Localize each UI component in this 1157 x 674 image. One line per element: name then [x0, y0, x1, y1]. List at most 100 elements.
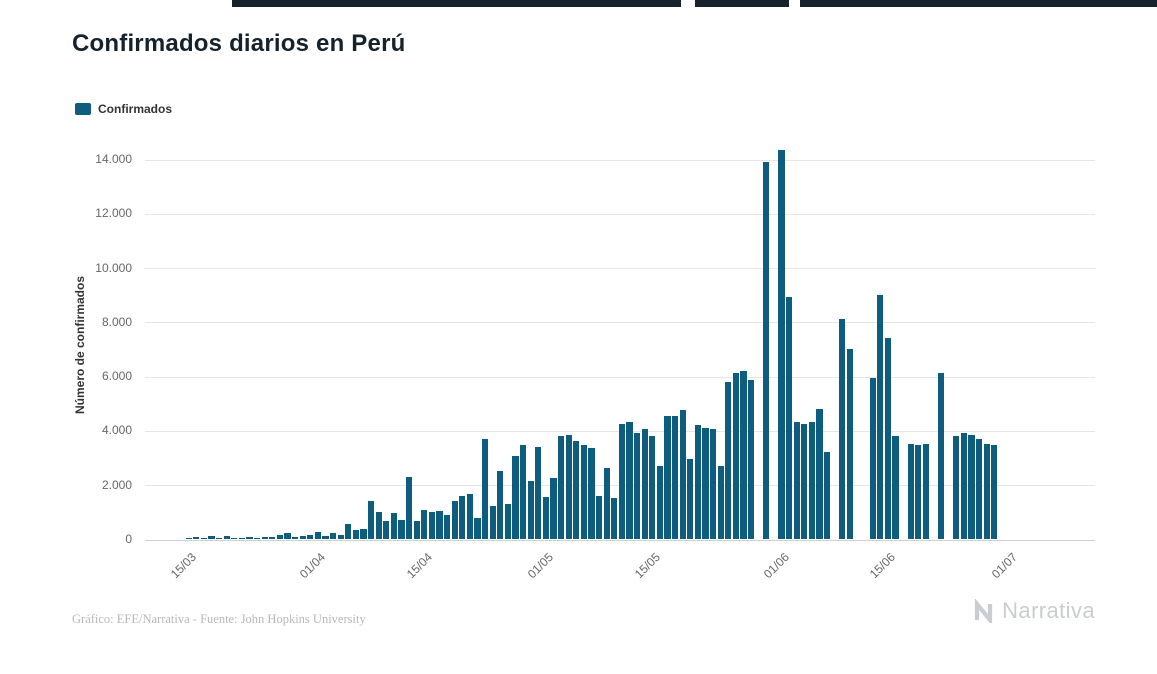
gridline	[145, 159, 1095, 161]
legend-item-confirmados[interactable]: Confirmados	[75, 102, 172, 116]
x-axis-labels: 15/03 01/04 15/04 01/05 15/05 01/06 15/06 01/07	[145, 548, 1095, 608]
bar-23-03	[246, 537, 253, 539]
chart-title: Confirmados diarios en Perú	[72, 30, 406, 57]
bar-02-05	[550, 477, 557, 539]
bar-08-04	[368, 501, 375, 539]
top-edge-strip	[800, 0, 1157, 7]
bar-05-05	[573, 441, 580, 539]
bar-18-03	[208, 536, 215, 539]
y-tick-label: 8.000	[101, 314, 132, 329]
bar-24-06	[953, 435, 960, 539]
bar-12-05	[626, 422, 633, 539]
bar-16-03	[193, 536, 200, 539]
credit-text: Gráfico: EFE/Narrativa - Fuente: John Ho…	[72, 612, 366, 626]
bar-16-06	[892, 435, 899, 539]
x-tick-label: 15/05	[631, 550, 663, 582]
bar-02-06	[786, 297, 793, 539]
bar-15-06	[884, 338, 891, 539]
bar-26-04	[504, 503, 511, 539]
bar-10-04	[383, 520, 390, 539]
y-tick-label: 10.000	[95, 260, 132, 275]
bar-24-04	[489, 506, 496, 539]
bar-15-05	[649, 435, 656, 539]
bar-02-04	[322, 536, 329, 539]
bar-03-05	[558, 435, 565, 539]
bar-07-05	[588, 448, 595, 539]
bar-19-06	[915, 445, 922, 539]
bar-29-06	[991, 445, 998, 539]
bar-17-03	[200, 538, 207, 539]
bar-28-05	[748, 380, 755, 539]
narrativa-wordmark: Narrativa	[1002, 598, 1095, 623]
bar-25-03	[261, 537, 268, 539]
gridline	[145, 376, 1095, 378]
bar-26-06	[968, 434, 975, 539]
bar-06-04	[352, 530, 359, 539]
bar-12-04	[398, 520, 405, 539]
bar-19-05	[679, 410, 686, 539]
top-edge-strip	[695, 0, 789, 7]
y-tick-label: 14.000	[95, 152, 132, 166]
bar-18-05	[672, 415, 679, 539]
bar-18-06	[907, 444, 914, 539]
bar-04-05	[565, 434, 572, 539]
bar-04-06	[801, 423, 808, 539]
bar-06-05	[580, 445, 587, 539]
top-edge-strip	[232, 0, 681, 7]
gridline	[145, 213, 1095, 215]
gridline	[145, 268, 1095, 270]
bar-28-06	[983, 444, 990, 539]
bar-23-05	[710, 429, 717, 539]
bar-03-06	[793, 422, 800, 539]
bar-10-06	[846, 349, 853, 539]
y-tick-label: 12.000	[95, 206, 132, 221]
bar-28-04	[520, 445, 527, 539]
y-tick-label: 0	[125, 532, 132, 546]
bar-11-04	[390, 513, 397, 539]
bar-10-05	[611, 498, 618, 539]
x-tick-label: 01/04	[296, 550, 329, 582]
y-axis-labels: 0 2.000 4.000 6.000 8.000 10.000 12.000 14.000	[68, 150, 132, 546]
bar-21-03	[231, 537, 238, 539]
x-tick-label: 01/06	[760, 550, 792, 582]
bar-01-05	[542, 496, 549, 539]
bar-22-03	[238, 537, 245, 539]
bar-16-04	[428, 511, 435, 539]
x-tick-label: 01/07	[988, 550, 1020, 582]
bar-26-05	[732, 373, 739, 539]
bar-08-05	[596, 495, 603, 539]
bar-01-04	[314, 532, 321, 539]
bar-15-04	[421, 510, 428, 539]
bar-21-04	[466, 494, 473, 539]
bar-13-06	[869, 377, 876, 539]
bar-30-05	[763, 161, 770, 539]
bar-07-06	[824, 452, 831, 539]
bar-15-03	[185, 537, 192, 539]
x-axis-line	[145, 539, 1095, 541]
bar-19-04	[451, 500, 458, 539]
bar-30-03	[299, 536, 306, 539]
bar-05-04	[345, 523, 352, 539]
bar-13-05	[634, 433, 641, 539]
bar-07-04	[360, 528, 367, 539]
bar-26-03	[269, 536, 276, 539]
bar-28-03	[284, 533, 291, 539]
narrativa-logo: Narrativa	[973, 598, 1095, 624]
bar-21-05	[694, 425, 701, 539]
bar-06-06	[816, 408, 823, 539]
bar-25-05	[725, 381, 732, 539]
bar-25-04	[497, 471, 504, 539]
bar-01-06	[778, 149, 785, 539]
y-tick-label: 6.000	[101, 369, 132, 384]
legend-label: Confirmados	[98, 102, 173, 116]
bar-14-04	[413, 521, 420, 539]
bar-30-04	[535, 446, 542, 539]
bar-05-06	[808, 422, 815, 539]
bar-31-03	[307, 534, 314, 539]
bar-17-05	[664, 415, 671, 539]
x-tick-label: 01/05	[524, 550, 557, 582]
x-tick-label: 15/03	[167, 550, 199, 582]
bar-20-04	[459, 496, 466, 539]
bar-16-05	[656, 465, 663, 539]
